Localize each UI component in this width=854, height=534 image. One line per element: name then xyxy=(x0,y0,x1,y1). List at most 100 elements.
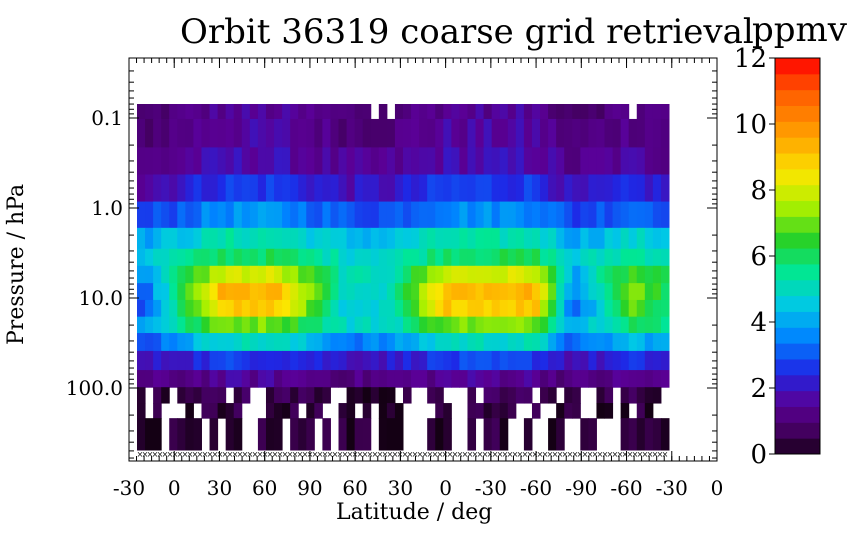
heatmap-cell xyxy=(523,147,533,175)
heatmap-cell xyxy=(636,299,646,318)
heatmap-cell xyxy=(274,265,283,284)
heatmap-cell xyxy=(604,387,614,404)
colorbar-band xyxy=(775,105,820,122)
heatmap-cell xyxy=(523,201,533,229)
heatmap-cell xyxy=(652,147,662,175)
heatmap-cell xyxy=(193,248,202,267)
heatmap-cell xyxy=(499,248,509,267)
heatmap-cell xyxy=(652,174,662,203)
heatmap-cell xyxy=(572,118,581,148)
heatmap-cell xyxy=(394,316,404,334)
heatmap-cell xyxy=(177,147,186,175)
heatmap-cell xyxy=(394,299,404,318)
heatmap-cell xyxy=(378,418,388,451)
heatmap-cell xyxy=(499,350,509,371)
heatmap-cell xyxy=(620,333,630,352)
heatmap-cell xyxy=(596,147,606,175)
heatmap-cell xyxy=(540,174,549,203)
bad-data-mark: × xyxy=(222,450,229,459)
heatmap-cell xyxy=(386,283,396,301)
colorbar-title: ppmv xyxy=(752,10,847,50)
heatmap-cell xyxy=(249,248,259,267)
heatmap-cell xyxy=(515,201,525,229)
heatmap-cell xyxy=(491,147,501,175)
heatmap-cell xyxy=(620,299,630,318)
heatmap-cell xyxy=(314,265,323,284)
bad-data-mark: × xyxy=(207,450,214,459)
heatmap-cell xyxy=(636,227,646,250)
heatmap-cell xyxy=(459,299,468,318)
heatmap-cell xyxy=(628,248,638,267)
heatmap-cell xyxy=(604,174,614,203)
heatmap-cell xyxy=(298,418,307,451)
heatmap-cell xyxy=(370,147,380,175)
heatmap-cell xyxy=(540,201,549,229)
heatmap-cell xyxy=(306,201,315,229)
heatmap-cell xyxy=(427,370,436,388)
heatmap-cell xyxy=(548,201,557,229)
heatmap-cell xyxy=(475,174,485,203)
heatmap-cell xyxy=(346,248,356,267)
heatmap-cell xyxy=(378,147,388,175)
heatmap-cell xyxy=(233,174,243,203)
heatmap-cell xyxy=(225,350,235,371)
heatmap-cell xyxy=(362,418,372,451)
x-tick-label: 60 xyxy=(252,476,277,500)
heatmap-cell xyxy=(370,174,380,203)
heatmap-cell xyxy=(644,248,654,267)
heatmap-cell xyxy=(507,174,517,203)
heatmap-cell xyxy=(515,265,525,284)
heatmap-cell xyxy=(411,227,420,250)
heatmap-cell xyxy=(540,118,549,148)
heatmap-cell xyxy=(249,104,259,120)
bad-data-mark: × xyxy=(502,450,509,459)
heatmap-cell xyxy=(620,147,630,175)
bad-data-mark: × xyxy=(457,450,464,459)
heatmap-cell xyxy=(169,333,178,352)
bad-data-mark: × xyxy=(172,450,179,459)
heatmap-cell xyxy=(419,174,428,203)
heatmap-cell xyxy=(322,147,331,175)
colorbar-band xyxy=(775,311,820,328)
heatmap-cell xyxy=(636,333,646,352)
heatmap-cell xyxy=(145,248,154,267)
colorbar-band xyxy=(775,89,820,107)
heatmap-cell xyxy=(233,387,243,404)
bad-data-mark: × xyxy=(257,450,264,459)
heatmap-cell xyxy=(475,370,485,388)
heatmap-cell xyxy=(467,333,477,352)
heatmap-cell xyxy=(515,387,525,404)
heatmap-cell xyxy=(354,147,364,175)
heatmap-cell xyxy=(338,299,348,318)
heatmap-cell xyxy=(274,333,283,352)
heatmap-cell xyxy=(169,265,178,284)
y-tick-label: 0.1 xyxy=(91,106,123,130)
heatmap-cell xyxy=(548,350,557,371)
heatmap-cell xyxy=(217,248,227,267)
heatmap-cell xyxy=(491,118,501,148)
heatmap-cell xyxy=(298,174,307,203)
heatmap-cell xyxy=(644,370,654,388)
heatmap-cell xyxy=(378,283,388,301)
heatmap-cell xyxy=(233,403,243,419)
heatmap-cell xyxy=(491,104,501,120)
heatmap-cell xyxy=(233,248,243,267)
heatmap-cell xyxy=(515,118,525,148)
heatmap-cell xyxy=(370,201,380,229)
bad-data-mark: × xyxy=(432,450,439,459)
heatmap-cell xyxy=(411,265,420,284)
heatmap-cell xyxy=(290,104,299,120)
heatmap-cell xyxy=(386,316,396,334)
heatmap-cell xyxy=(346,147,356,175)
heatmap-cell xyxy=(475,350,485,371)
heatmap-cell xyxy=(370,350,380,371)
heatmap-cell xyxy=(612,227,622,250)
heatmap-cell xyxy=(588,227,597,250)
heatmap-cell xyxy=(443,118,452,148)
heatmap-cell xyxy=(306,174,315,203)
heatmap-cell xyxy=(596,248,606,267)
heatmap-cell xyxy=(241,118,251,148)
heatmap-cell xyxy=(185,104,194,120)
heatmap-cell xyxy=(225,403,235,419)
